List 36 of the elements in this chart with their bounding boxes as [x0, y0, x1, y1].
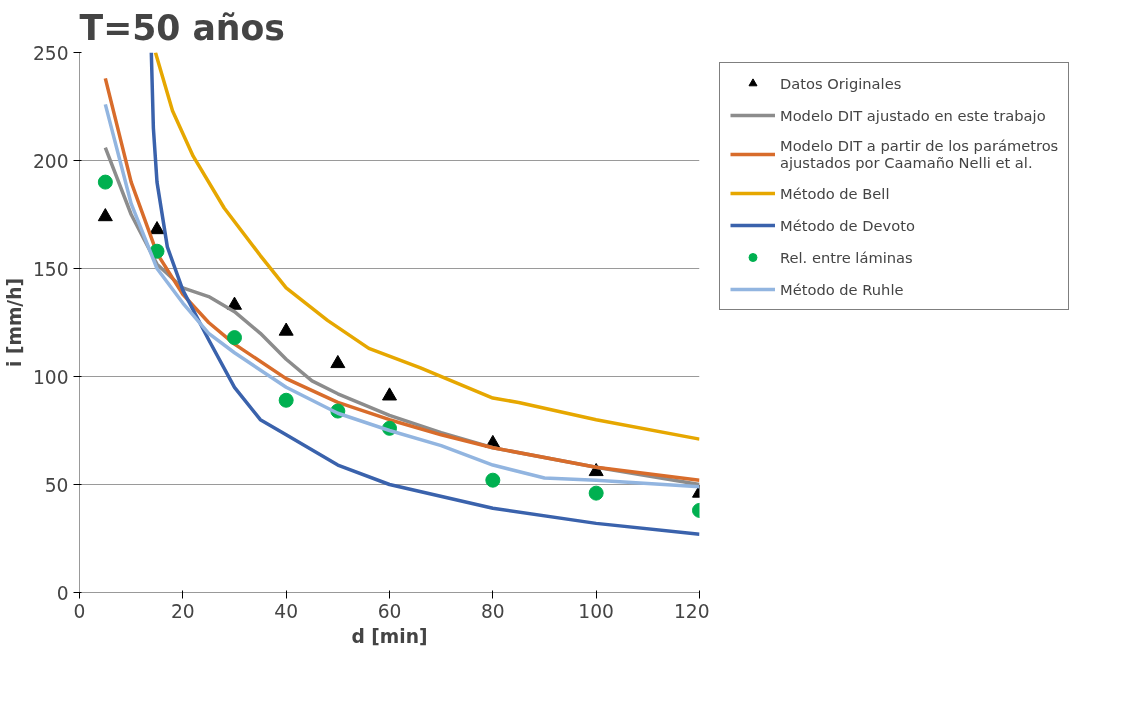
point	[149, 221, 165, 235]
chart-title: T=50 años	[79, 7, 285, 48]
y-tick-label: 150	[32, 258, 69, 280]
line-series	[149, 52, 700, 536]
legend-label: Rel. entre láminas	[780, 248, 913, 266]
line-series	[153, 52, 700, 441]
y-tick-label: 200	[32, 150, 69, 172]
y-axis-title: i [mm/h]	[3, 278, 25, 367]
point	[485, 472, 501, 488]
point	[382, 387, 397, 401]
y-tick-label: 100	[32, 366, 69, 388]
y-tick-label: 50	[44, 474, 69, 496]
point	[97, 208, 113, 222]
x-tick-label: 0	[73, 600, 86, 622]
legend-label: Modelo DIT a partir de los parámetros ajustados por Caamaño Nelli et al.	[780, 137, 1059, 171]
legend-label: Método de Devoto	[780, 216, 915, 234]
x-tick-label: 120	[673, 600, 710, 622]
legend-label: Método de Ruhle	[780, 280, 904, 298]
x-tick-label: 40	[274, 600, 299, 622]
legend-label: Datos Originales	[780, 74, 902, 92]
point	[227, 330, 242, 346]
point	[588, 485, 604, 501]
y-tick-label: 0	[56, 582, 69, 604]
point	[278, 392, 294, 408]
legend-label: Modelo DIT ajustado en este trabajo	[780, 106, 1046, 124]
legend-label: Método de Bell	[780, 184, 890, 202]
x-tick-label: 20	[170, 600, 195, 622]
x-axis-title: d [min]	[351, 625, 428, 647]
x-tick-label: 80	[480, 600, 505, 622]
point	[330, 354, 346, 369]
x-tick-label: 60	[377, 600, 402, 622]
point	[278, 322, 294, 336]
x-tick-label: 100	[578, 600, 614, 622]
point	[97, 174, 113, 190]
y-tick-label: 250	[32, 42, 69, 64]
point	[227, 296, 242, 310]
